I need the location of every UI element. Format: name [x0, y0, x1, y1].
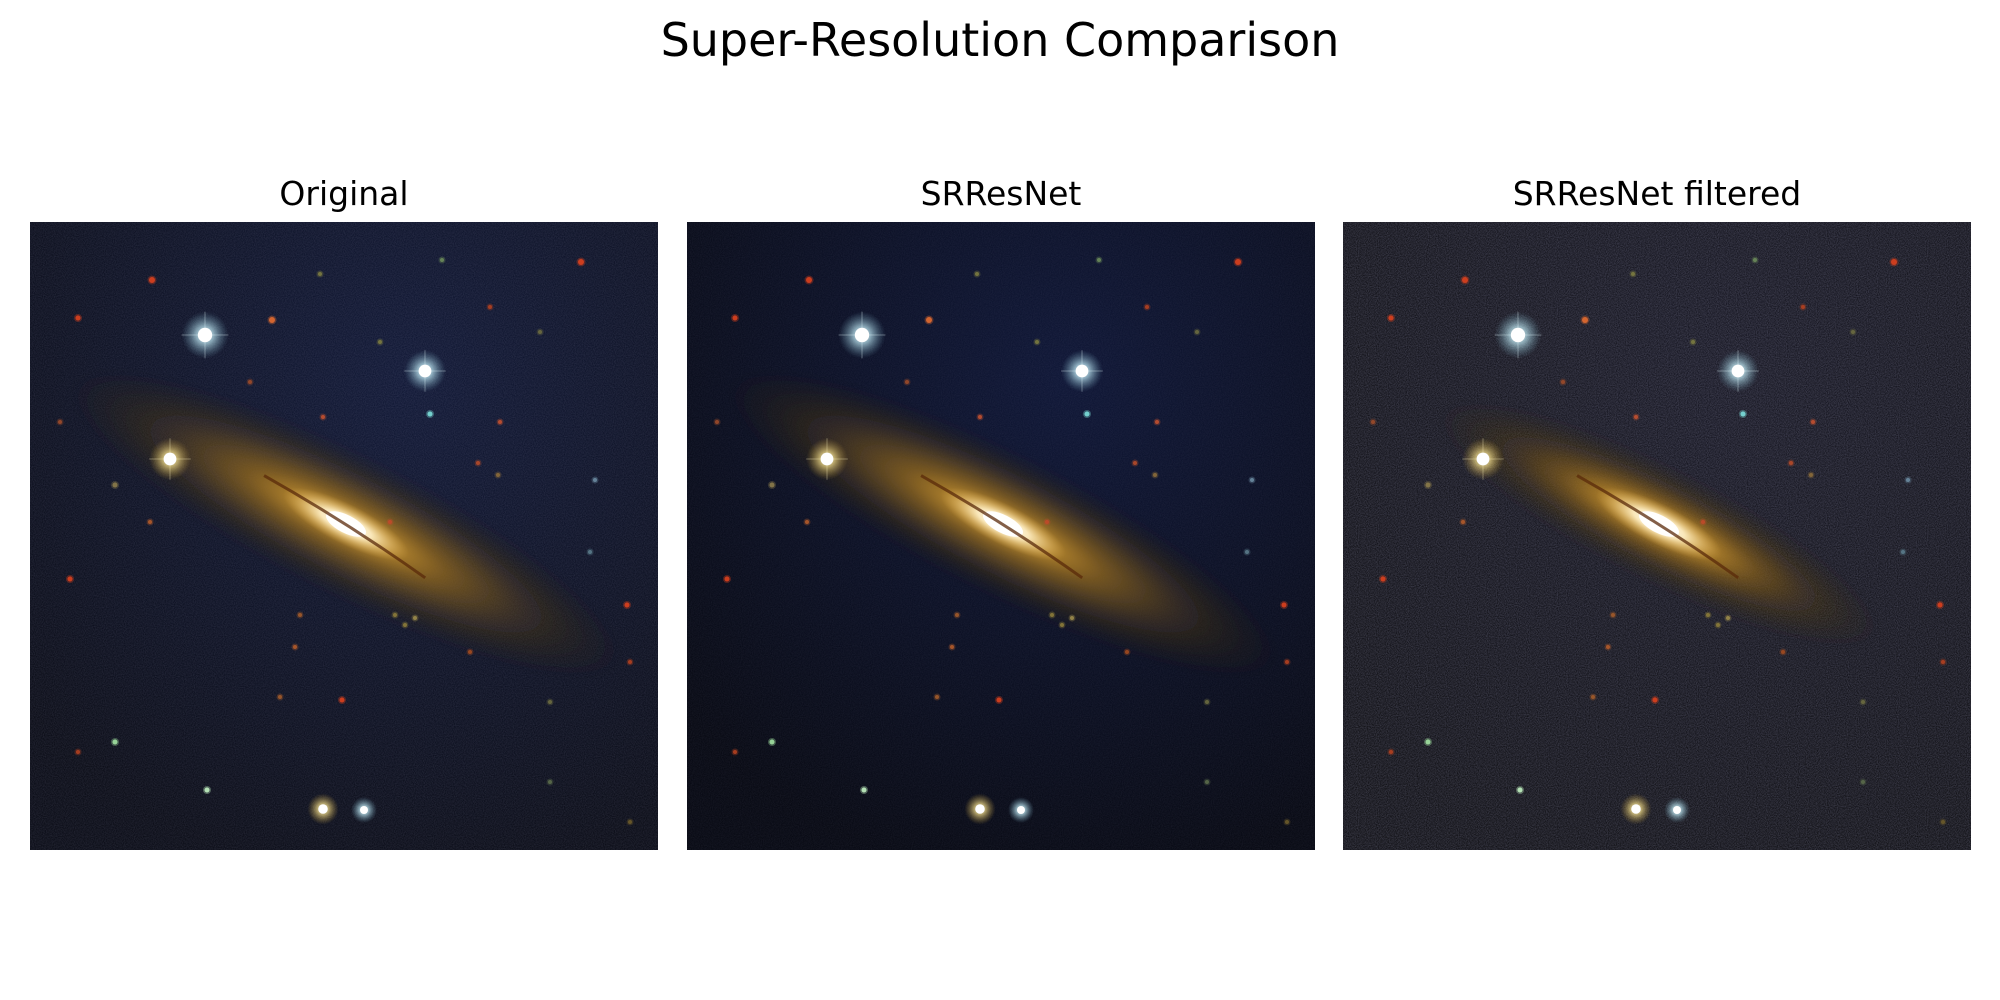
- galaxy-image-original: [30, 222, 658, 850]
- panel-original: Original: [30, 172, 658, 850]
- figure-title: Super-Resolution Comparison: [660, 13, 1340, 67]
- panel-srresnet-filtered: SRResNet filtered: [1343, 172, 1971, 850]
- panel-title-srresnet: SRResNet: [920, 174, 1082, 213]
- galaxy-image-srresnet-filtered: [1343, 222, 1971, 850]
- panel-title-original: Original: [279, 174, 409, 213]
- panel-title-srresnet-filtered: SRResNet filtered: [1512, 174, 1802, 213]
- galaxy-image-srresnet: [687, 222, 1315, 850]
- panel-srresnet: SRResNet: [687, 172, 1315, 850]
